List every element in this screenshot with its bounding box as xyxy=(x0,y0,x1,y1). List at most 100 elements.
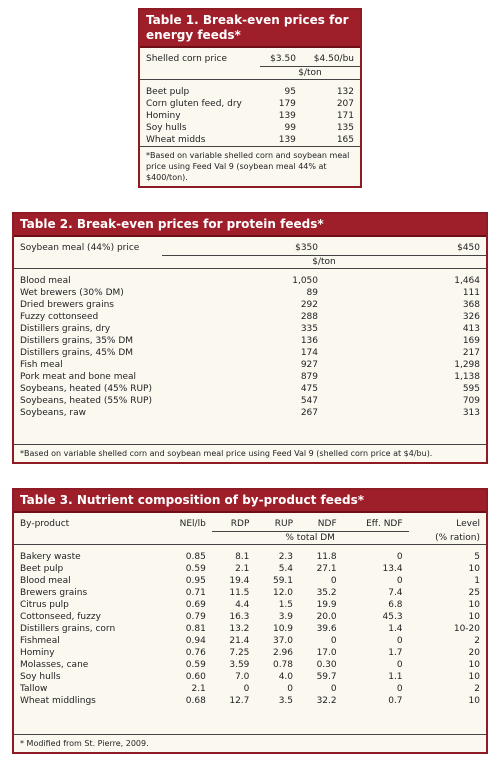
row-label: Citrus pulp xyxy=(20,600,69,610)
cell-value: 59.7 xyxy=(316,672,337,682)
cell-value: 169 xyxy=(462,336,480,346)
cell-value: 10 xyxy=(468,660,480,670)
level-unit: (% ration) xyxy=(408,531,486,545)
cell-value: 0.7 xyxy=(388,696,403,706)
row-label: Soy hulls xyxy=(146,123,187,133)
cell-value: 1,138 xyxy=(454,372,480,382)
data-row: Wheat midds 139 165 xyxy=(140,134,360,146)
data-row: Soy hulls 0.60 7.0 4.0 59.7 1.1 10 xyxy=(14,671,486,683)
data-row: Dried brewers grains 292 368 xyxy=(14,299,486,311)
header-column: Level xyxy=(456,519,480,530)
data-row: Tallow 2.1 0 0 0 0 2 xyxy=(14,683,486,695)
row-label: Wheat midds xyxy=(146,135,206,145)
header-column: $4.50/bu xyxy=(313,54,354,64)
cell-value: 10 xyxy=(468,612,480,622)
data-row: Wheat middlings 0.68 12.7 3.5 32.2 0.7 10 xyxy=(14,695,486,707)
cell-value: 288 xyxy=(300,312,318,322)
row-label: Fishmeal xyxy=(20,636,60,646)
cell-value: 1,464 xyxy=(454,276,480,286)
unit-row: $/ton xyxy=(140,66,360,80)
data-row: Citrus pulp 0.69 4.4 1.5 19.9 6.8 10 xyxy=(14,599,486,611)
cell-value: 20.0 xyxy=(316,612,337,622)
data-row: Soybeans, heated (55% RUP) 547 709 xyxy=(14,395,486,407)
cell-value: 7.25 xyxy=(229,648,250,658)
row-label: Blood meal xyxy=(20,576,71,586)
empty xyxy=(14,255,162,269)
row-label: Fuzzy cottonseed xyxy=(20,312,99,322)
cell-value: 179 xyxy=(278,99,296,109)
data-row: Distillers grains, 45% DM 174 217 xyxy=(14,347,486,359)
cell-value: 0 xyxy=(287,684,294,694)
cell-value: 1 xyxy=(474,576,480,586)
row-label: Hominy xyxy=(146,111,181,121)
cell-value: 3.59 xyxy=(229,660,250,670)
row-label: Soybeans, raw xyxy=(20,408,87,418)
cell-value: 0.59 xyxy=(185,660,206,670)
header-row: By-product NEl/lb RDP RUP NDF Eff. NDF Level xyxy=(14,513,486,532)
cell-value: 267 xyxy=(300,408,318,418)
cell-value: 99 xyxy=(284,123,296,133)
data-row: Corn gluten feed, dry 179 207 xyxy=(140,98,360,110)
header-row: Soybean meal (44%) price $350 $450 xyxy=(14,237,486,256)
cell-value: 20 xyxy=(468,648,480,658)
cell-value: 0.30 xyxy=(316,660,337,670)
row-label: Beet pulp xyxy=(146,87,190,97)
data-row: Fish meal 927 1,298 xyxy=(14,359,486,371)
footnote: *Based on variable shelled corn and soyb… xyxy=(14,444,486,462)
cell-value: 5 xyxy=(474,552,480,562)
data-row: Pork meat and bone meal 879 1,138 xyxy=(14,371,486,383)
row-label: Dried brewers grains xyxy=(20,300,114,310)
row-label: Wet brewers (30% DM) xyxy=(20,288,124,298)
cell-value: 0 xyxy=(396,660,403,670)
cell-value: 0 xyxy=(396,636,403,646)
cell-value: 413 xyxy=(462,324,480,334)
cell-value: 11.8 xyxy=(316,552,337,562)
cell-value: 217 xyxy=(462,348,480,358)
cell-value: 2 xyxy=(474,684,480,694)
cell-value: 879 xyxy=(300,372,318,382)
cell-value: 10.9 xyxy=(272,624,294,634)
footnote: *Based on variable shelled corn and soyb… xyxy=(140,146,360,186)
cell-value: 0 xyxy=(330,576,337,586)
cell-value: 35.2 xyxy=(316,588,337,598)
cell-value: 0.69 xyxy=(185,600,206,610)
row-label: Bakery waste xyxy=(20,552,81,562)
data-table: By-product NEl/lb RDP RUP NDF Eff. NDF Level% … xyxy=(14,513,486,707)
data-row: Beet pulp 95 132 xyxy=(140,80,360,99)
data-row: Brewers grains 0.71 11.5 12.0 35.2 7.4 25 xyxy=(14,587,486,599)
cell-value: 2.96 xyxy=(272,648,294,658)
empty xyxy=(14,531,160,545)
cell-value: 2.1 xyxy=(191,684,206,694)
cell-value: 2.3 xyxy=(278,552,294,562)
data-table: Shelled corn price $3.50 $4.50/bu $/ton Beet… xyxy=(140,48,360,146)
row-label: Brewers grains xyxy=(20,588,88,598)
cell-value: 0.71 xyxy=(185,588,206,598)
header-column: NDF xyxy=(317,519,337,529)
data-table: Soybean meal (44%) price $350 $450 $/ton Blo… xyxy=(14,237,486,419)
cell-value: 3.9 xyxy=(278,612,294,622)
row-label: Molasses, cane xyxy=(20,660,89,670)
row-label: Corn gluten feed, dry xyxy=(146,99,242,109)
empty xyxy=(140,66,260,80)
unit-label: % total DM xyxy=(211,531,409,545)
cell-value: 59.1 xyxy=(272,576,294,586)
cell-value: 335 xyxy=(300,324,318,334)
cell-value: 111 xyxy=(462,288,480,298)
cell-value: 4.4 xyxy=(235,600,250,610)
data-row: Fuzzy cottonseed 288 326 xyxy=(14,311,486,323)
cell-value: 0 xyxy=(243,684,250,694)
cell-value: 95 xyxy=(284,87,296,97)
row-label: Cottonseed, fuzzy xyxy=(20,612,101,622)
cell-value: 709 xyxy=(462,396,480,406)
data-row: Beet pulp 0.59 2.1 5.4 27.1 13.4 10 xyxy=(14,563,486,575)
cell-value: 12.0 xyxy=(272,588,294,598)
row-label: Distillers grains, 35% DM xyxy=(20,336,134,346)
cell-value: 10 xyxy=(468,696,480,706)
footnote: * Modified from St. Pierre, 2009. xyxy=(14,734,486,752)
data-row: Soybeans, raw 267 313 xyxy=(14,407,486,419)
cell-value: 37.0 xyxy=(272,636,294,646)
cell-value: 1.4 xyxy=(388,624,403,634)
cell-value: 0.81 xyxy=(185,624,206,634)
cell-value: 0 xyxy=(396,684,403,694)
